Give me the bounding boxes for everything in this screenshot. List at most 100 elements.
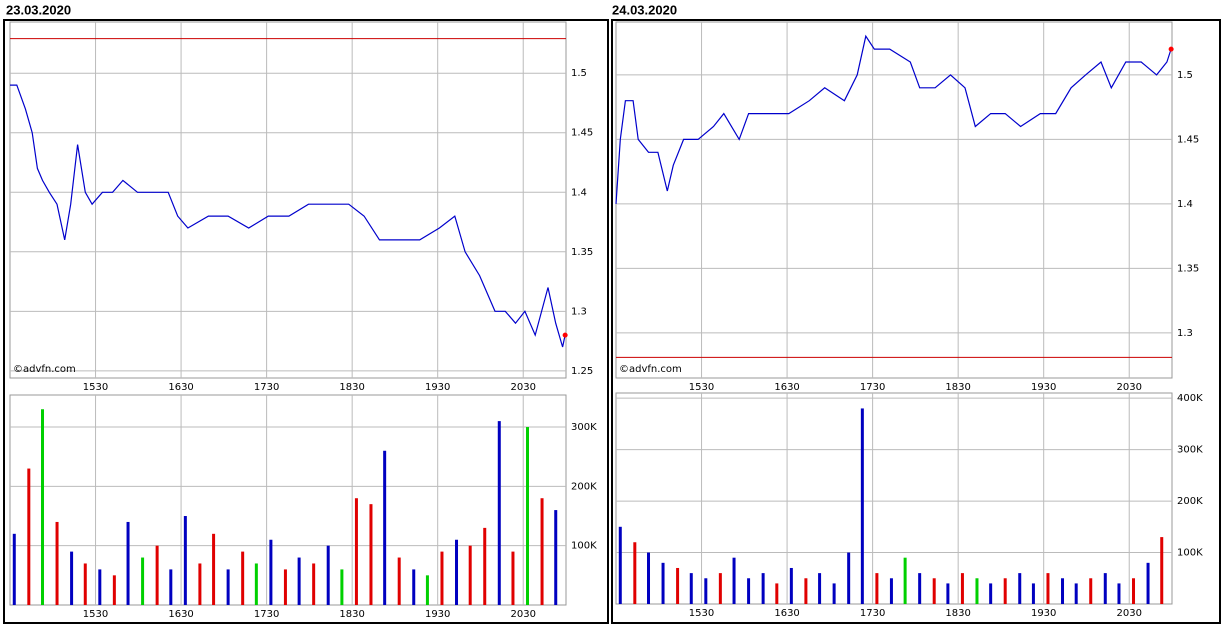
- volume-bar: [354, 498, 358, 605]
- plot-area: [9, 394, 567, 606]
- plot-area: [9, 21, 567, 379]
- volume-bar: [1160, 537, 1164, 604]
- y-tick-label: 200K: [1177, 496, 1203, 507]
- volume-bar: [27, 468, 31, 605]
- volume-bar: [269, 539, 273, 605]
- y-tick-label: 1.25: [571, 366, 593, 377]
- last-price-marker: [562, 332, 568, 338]
- volume-bar: [689, 573, 693, 604]
- x-tick-label: 1530: [689, 382, 714, 393]
- panel-title: 23.03.2020: [6, 2, 71, 17]
- volume-bar: [875, 573, 879, 604]
- volume-bar: [918, 573, 922, 604]
- volume-bar: [1046, 573, 1050, 604]
- volume-bar: [647, 552, 651, 604]
- volume-bar: [554, 510, 558, 605]
- volume-bar: [425, 575, 429, 605]
- x-tick-label: 2030: [511, 382, 536, 393]
- volume-bar: [483, 527, 487, 605]
- volume-bar: [397, 557, 401, 605]
- x-tick-label: 1930: [1031, 608, 1056, 619]
- volume-bar: [468, 545, 472, 605]
- right-frame: [611, 19, 1221, 624]
- volume-bar: [1089, 578, 1093, 604]
- volume-bar: [1074, 583, 1078, 604]
- y-tick-label: 100K: [1177, 548, 1203, 559]
- plot-area: [615, 392, 1173, 605]
- x-tick-label: 1830: [945, 608, 970, 619]
- x-tick-label: 1830: [339, 609, 364, 620]
- plot-area: [615, 21, 1173, 379]
- price-line: [10, 84, 566, 348]
- y-tick-label: 1.5: [571, 68, 587, 79]
- x-tick-label: 1730: [860, 382, 885, 393]
- volume-bar: [340, 569, 344, 605]
- x-tick-label: 1630: [168, 382, 193, 393]
- y-tick-label: 200K: [571, 481, 597, 492]
- volume-bar: [618, 526, 622, 604]
- volume-bar: [440, 551, 444, 605]
- volume-bar: [526, 427, 530, 605]
- panel-title: 24.03.2020: [612, 2, 677, 17]
- volume-bar: [1132, 578, 1136, 604]
- volume-bar: [1003, 578, 1007, 604]
- price-line: [615, 34, 1172, 204]
- y-tick-label: 1.4: [571, 187, 587, 198]
- volume-bar: [832, 583, 836, 604]
- x-tick-label: 1630: [774, 608, 799, 619]
- x-tick-label: 1530: [689, 608, 714, 619]
- volume-bar: [70, 551, 74, 605]
- volume-bar: [383, 450, 387, 605]
- x-tick-label: 1730: [254, 609, 279, 620]
- y-tick-label: 1.4: [1177, 199, 1193, 210]
- volume-bar: [818, 573, 822, 604]
- volume-bar: [312, 563, 316, 605]
- volume-bar: [511, 551, 515, 605]
- volume-bar: [747, 578, 751, 604]
- volume-bar: [889, 578, 893, 604]
- volume-bar: [946, 583, 950, 604]
- volume-bar: [1103, 573, 1107, 604]
- y-tick-label: 1.45: [1177, 134, 1199, 145]
- volume-bar: [254, 563, 258, 605]
- volume-bar: [283, 569, 287, 605]
- volume-bar: [661, 562, 665, 604]
- volume-bar: [633, 542, 637, 604]
- x-tick-label: 1930: [425, 382, 450, 393]
- volume-bar: [732, 557, 736, 604]
- volume-bar: [497, 421, 501, 605]
- volume-bar: [326, 545, 330, 605]
- x-tick-label: 1530: [83, 609, 108, 620]
- volume-bar: [789, 567, 793, 604]
- x-tick-label: 1530: [83, 382, 108, 393]
- volume-bar: [704, 578, 708, 604]
- volume-bar: [297, 557, 301, 605]
- x-tick-label: 1730: [860, 608, 885, 619]
- volume-bar: [126, 521, 130, 605]
- volume-bar: [1018, 573, 1022, 604]
- volume-bar: [112, 575, 116, 605]
- x-tick-label: 2030: [511, 609, 536, 620]
- x-tick-label: 1630: [774, 382, 799, 393]
- x-tick-label: 2030: [1117, 382, 1142, 393]
- volume-bar: [804, 578, 808, 604]
- volume-bar: [718, 573, 722, 604]
- volume-bar: [1117, 583, 1121, 604]
- y-tick-label: 400K: [1177, 393, 1203, 404]
- last-price-marker: [1168, 46, 1174, 52]
- volume-bar: [860, 408, 864, 604]
- volume-bar: [183, 516, 187, 605]
- volume-bar: [212, 533, 216, 605]
- volume-bar: [775, 583, 779, 604]
- y-tick-label: 100K: [571, 541, 597, 552]
- volume-bar: [1061, 578, 1065, 604]
- y-tick-label: 300K: [571, 422, 597, 433]
- x-tick-label: 1830: [945, 382, 970, 393]
- volume-bar: [169, 569, 173, 605]
- volume-bar: [932, 578, 936, 604]
- y-tick-label: 1.45: [571, 128, 593, 139]
- volume-bar: [12, 533, 16, 605]
- volume-bar: [761, 573, 765, 604]
- volume-bar: [540, 498, 544, 605]
